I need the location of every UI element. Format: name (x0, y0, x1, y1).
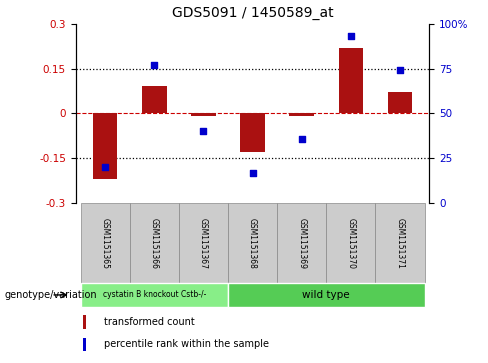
Bar (326, 203, 375, 283)
Bar (81, 283, 228, 307)
Point (101, 164, 109, 170)
Bar (191, 113, 216, 117)
Bar (93, 113, 118, 179)
Title: GDS5091 / 1450589_at: GDS5091 / 1450589_at (172, 6, 333, 20)
Point (347, 33, 355, 39)
Text: GSM1151365: GSM1151365 (101, 218, 110, 269)
Bar (83, 315, 86, 329)
Text: percentile rank within the sample: percentile rank within the sample (104, 339, 269, 350)
Bar (179, 203, 228, 283)
Point (150, 62, 158, 68)
Point (298, 136, 305, 142)
Bar (289, 113, 314, 117)
Point (249, 170, 257, 176)
Bar (339, 48, 363, 113)
Bar (375, 203, 425, 283)
Bar (142, 86, 166, 113)
Text: GSM1151368: GSM1151368 (248, 218, 257, 269)
Bar (228, 283, 425, 307)
Point (200, 129, 207, 134)
Bar (83, 338, 86, 351)
Text: wild type: wild type (303, 290, 350, 300)
Text: genotype/variation: genotype/variation (5, 290, 98, 300)
Text: GSM1151366: GSM1151366 (150, 218, 159, 269)
Bar (130, 203, 179, 283)
Bar (277, 203, 326, 283)
Bar (240, 113, 265, 152)
Bar (81, 203, 130, 283)
Text: GSM1151371: GSM1151371 (395, 218, 405, 269)
Text: cystatin B knockout Cstb-/-: cystatin B knockout Cstb-/- (102, 290, 206, 299)
Bar (387, 93, 412, 113)
Bar (228, 203, 277, 283)
Text: GSM1151370: GSM1151370 (346, 218, 355, 269)
Text: GSM1151369: GSM1151369 (297, 218, 306, 269)
Text: transformed count: transformed count (104, 317, 195, 327)
Point (396, 68, 404, 73)
Text: GSM1151367: GSM1151367 (199, 218, 208, 269)
